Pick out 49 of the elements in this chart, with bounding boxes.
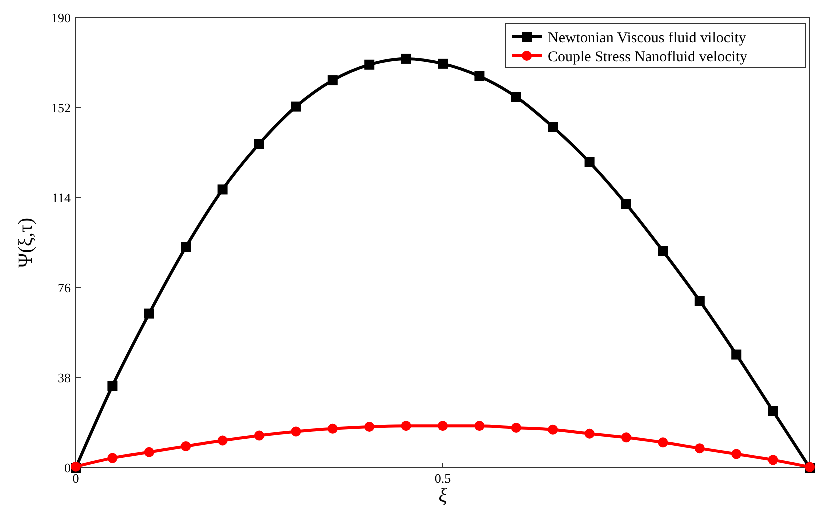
point (732, 449, 742, 460)
x-axis-title: ξ (438, 485, 448, 507)
legend-label: Newtonian Viscous fluid vilocity (548, 30, 747, 46)
point (181, 242, 192, 252)
point (768, 455, 778, 466)
y-tick-label: 114 (52, 190, 72, 206)
y-tick-label: 190 (52, 10, 71, 26)
point (474, 72, 485, 82)
x-tick-label: 0.5 (434, 471, 452, 486)
point (584, 157, 595, 168)
point (328, 424, 338, 434)
point (364, 422, 375, 432)
point (254, 139, 264, 149)
point (474, 421, 485, 432)
point (694, 444, 705, 454)
point (511, 92, 522, 102)
y-tick-label: 76 (58, 280, 72, 296)
point (291, 102, 302, 112)
point (401, 54, 412, 64)
y-tick-label: 152 (52, 100, 71, 116)
point (584, 428, 595, 439)
point (768, 406, 778, 416)
y-tick-label: 0 (64, 460, 71, 476)
point (254, 430, 264, 441)
point (622, 199, 632, 210)
point (181, 441, 192, 452)
point (364, 60, 375, 70)
point (401, 421, 412, 432)
point (108, 453, 118, 464)
legend-label: Couple Stress Nanofluid velocity (548, 49, 748, 66)
point (548, 424, 558, 435)
point (291, 426, 302, 437)
point (694, 296, 705, 306)
point (622, 432, 632, 443)
point (144, 447, 154, 458)
y-tick-label: 38 (58, 370, 71, 386)
y-axis-title: Ψ(ξ,τ) (15, 218, 37, 268)
point (218, 436, 228, 446)
point (658, 246, 668, 256)
point (328, 76, 338, 86)
point (511, 422, 522, 433)
point (144, 308, 154, 319)
point (438, 58, 448, 69)
point (548, 122, 558, 132)
point (658, 438, 668, 448)
point (732, 350, 742, 360)
point (218, 184, 228, 195)
point (438, 421, 448, 432)
point (108, 381, 118, 392)
